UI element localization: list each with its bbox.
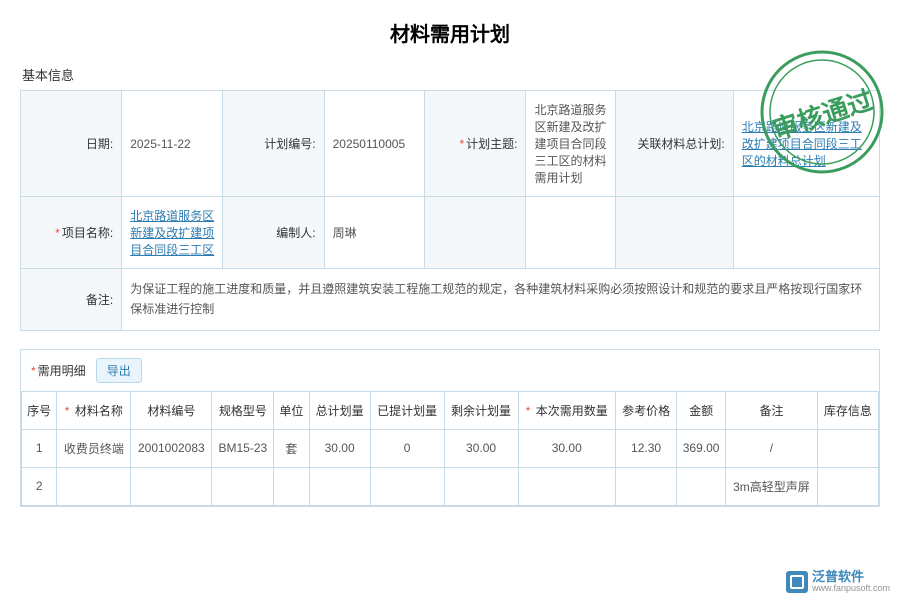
detail-col-header: 已提计划量 [370, 391, 444, 429]
table-cell: 12.30 [616, 429, 677, 467]
table-cell: 30.00 [444, 429, 518, 467]
table-cell [57, 467, 131, 505]
table-row: 2 3m高轻型声屏 [22, 467, 879, 505]
detail-col-header: 库存信息 [817, 391, 878, 429]
compiler-value: 周琳 [324, 197, 425, 269]
table-cell [370, 467, 444, 505]
detail-col-header: 单位 [274, 391, 309, 429]
table-cell: 30.00 [518, 429, 616, 467]
table-cell [817, 467, 878, 505]
detail-col-header: 规格型号 [212, 391, 274, 429]
table-cell [274, 467, 309, 505]
table-cell: 2 [22, 467, 57, 505]
table-cell [677, 467, 726, 505]
table-row: 1收费员终端2001002083BM15-23套30.00030.0030.00… [22, 429, 879, 467]
page-title: 材料需用计划 [0, 0, 900, 61]
table-cell [131, 467, 212, 505]
basic-info-table: 日期: 2025-11-22 计划编号: 20250110005 *计划主题: … [20, 90, 880, 331]
project-name-value[interactable]: 北京路道服务区新建及改扩建项目合同段三工区 [122, 197, 223, 269]
compiler-label: 编制人: [223, 197, 324, 269]
plan-topic-label: *计划主题: [425, 91, 526, 197]
detail-header: *需用明细 导出 [20, 349, 880, 391]
project-name-label: *项目名称: [21, 197, 122, 269]
table-cell: 收费员终端 [57, 429, 131, 467]
plan-no-value: 20250110005 [324, 91, 425, 197]
date-label: 日期: [21, 91, 122, 197]
detail-header-label: 需用明细 [38, 364, 86, 378]
related-plan-value[interactable]: 北京路道服务区新建及改扩建项目合同段三工区的材料总计划 [733, 91, 879, 197]
detail-col-header: 金额 [677, 391, 726, 429]
table-cell: 369.00 [677, 429, 726, 467]
basic-info-label: 基本信息 [0, 61, 900, 90]
detail-scroll-area[interactable]: 序号* 材料名称材料编号规格型号单位总计划量已提计划量剩余计划量* 本次需用数量… [21, 391, 879, 506]
table-cell: 0 [370, 429, 444, 467]
vendor-url: www.fanpusoft.com [812, 584, 890, 594]
detail-table: 序号* 材料名称材料编号规格型号单位总计划量已提计划量剩余计划量* 本次需用数量… [21, 391, 879, 506]
table-cell [309, 467, 370, 505]
detail-col-header: 参考价格 [616, 391, 677, 429]
vendor-watermark: 泛普软件 www.fanpusoft.com [786, 570, 890, 594]
table-cell: / [726, 429, 818, 467]
table-cell: 3m高轻型声屏 [726, 467, 818, 505]
vendor-logo-icon [786, 571, 808, 593]
export-button[interactable]: 导出 [96, 358, 142, 383]
date-value: 2025-11-22 [122, 91, 223, 197]
remark-value: 为保证工程的施工进度和质量，并且遵照建筑安装工程施工规范的规定，各种建筑材料采购… [122, 269, 880, 331]
table-cell: 1 [22, 429, 57, 467]
table-cell [817, 429, 878, 467]
related-plan-label: 关联材料总计划: [616, 91, 733, 197]
remark-label: 备注: [21, 269, 122, 331]
table-cell: 套 [274, 429, 309, 467]
table-cell [616, 467, 677, 505]
detail-col-header: 备注 [726, 391, 818, 429]
table-cell [212, 467, 274, 505]
table-cell: BM15-23 [212, 429, 274, 467]
detail-col-header: 序号 [22, 391, 57, 429]
table-cell [518, 467, 616, 505]
plan-topic-value: 北京路道服务区新建及改扩建项目合同段三工区的材料需用计划 [526, 91, 616, 197]
table-cell [444, 467, 518, 505]
vendor-name: 泛普软件 [812, 570, 890, 584]
plan-no-label: 计划编号: [223, 91, 324, 197]
detail-col-header: * 材料名称 [57, 391, 131, 429]
table-cell: 2001002083 [131, 429, 212, 467]
detail-col-header: 材料编号 [131, 391, 212, 429]
detail-col-header: 总计划量 [309, 391, 370, 429]
detail-col-header: * 本次需用数量 [518, 391, 616, 429]
table-cell: 30.00 [309, 429, 370, 467]
detail-col-header: 剩余计划量 [444, 391, 518, 429]
